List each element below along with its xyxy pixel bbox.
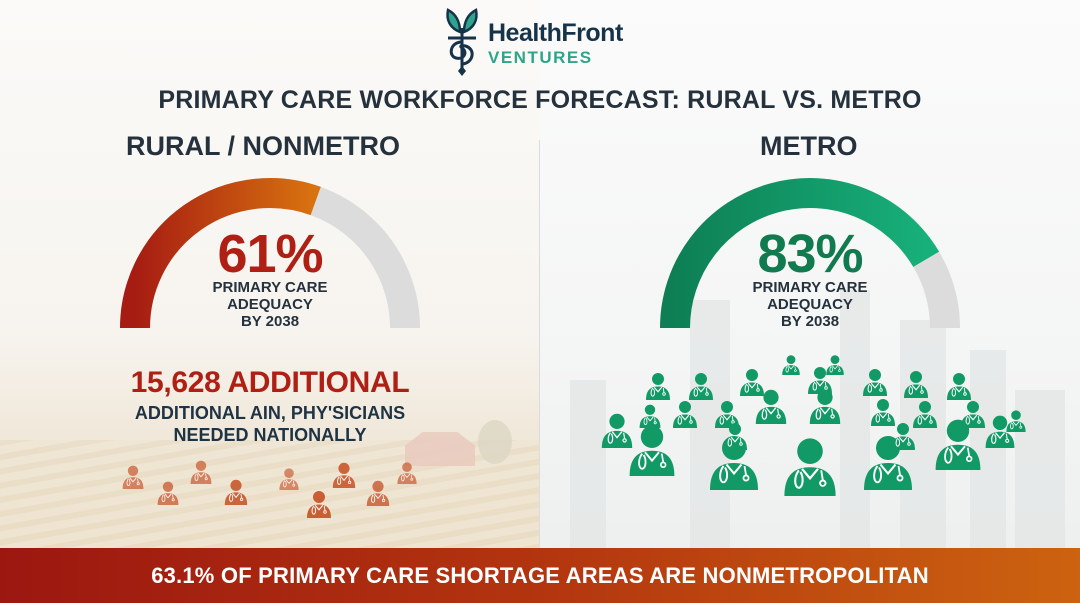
brand-name: HealthFront <box>488 18 623 47</box>
doctor-icon <box>364 478 392 506</box>
metro-gauge-arc <box>660 178 960 329</box>
doctor-icon <box>752 386 790 424</box>
doctor-icon <box>1004 408 1028 432</box>
doctor-icon <box>720 420 750 450</box>
doctor-icon <box>598 410 636 448</box>
rural-background <box>0 0 540 603</box>
building <box>570 380 606 550</box>
doctor-icon <box>858 430 918 490</box>
rural-gauge-value: 61% <box>217 224 323 284</box>
doctor-icon <box>901 368 931 398</box>
rural-physicians-needed: 15,628 ADDITIONAL <box>130 366 410 399</box>
rural-physicians-caption: ADDITIONAL AIN, PHY'SICIANS NEEDED NATIO… <box>100 402 440 446</box>
building <box>970 350 1006 550</box>
doctor-icon <box>120 463 146 489</box>
rural-heading: RURAL / NONMETRO <box>126 131 400 161</box>
doctor-icon <box>860 366 890 396</box>
rural-adequacy-gauge: 61% PRIMARY CARE ADEQUACY BY 2038 <box>115 168 425 330</box>
building <box>1015 390 1065 550</box>
doctor-icon <box>395 460 419 484</box>
gauge-label-line: ADEQUACY <box>767 296 853 313</box>
doctor-icon <box>737 366 767 396</box>
doctor-icon <box>155 479 181 505</box>
brand-subtitle: VENTURES <box>488 47 593 67</box>
doctor-icon <box>944 370 974 400</box>
doctor-icon <box>188 458 214 484</box>
rural-gauge-arc <box>120 178 420 329</box>
doctor-icon <box>778 432 842 496</box>
tree-illustration <box>478 420 512 464</box>
doctor-icon <box>222 477 250 505</box>
banner-text: 63.1% OF PRIMARY CARE SHORTAGE AREAS ARE… <box>151 562 929 588</box>
metro-heading: METRO <box>760 131 858 161</box>
doctor-icon <box>930 414 986 470</box>
doctor-icon <box>910 398 940 428</box>
brand-logo: HealthFront VENTURES <box>442 8 623 78</box>
page-title: PRIMARY CARE WORKFORCE FORECAST: RURAL V… <box>158 86 922 114</box>
doctor-icon <box>824 353 846 375</box>
barn-illustration <box>405 432 475 466</box>
building <box>900 320 946 550</box>
gauge-label-line: BY 2038 <box>780 313 840 330</box>
gauge-label-line: ADEQUACY <box>227 296 313 313</box>
doctor-icon <box>670 398 700 428</box>
doctor-icon <box>982 412 1018 448</box>
doctor-icon <box>780 353 802 375</box>
gauge-label-line: PRIMARY CARE <box>212 279 328 296</box>
doctor-icon <box>277 466 301 490</box>
caption-line: NEEDED NATIONALLY <box>173 425 367 445</box>
metro-gauge-label: PRIMARY CARE ADEQUACY BY 2038 <box>655 279 965 330</box>
doctor-icon <box>330 460 358 488</box>
doctor-icon <box>888 420 918 450</box>
section-divider <box>539 140 540 545</box>
doctor-icon <box>806 386 844 424</box>
doctor-icon <box>805 364 835 394</box>
doctor-icon <box>637 402 663 428</box>
bottom-banner: 63.1% OF PRIMARY CARE SHORTAGE AREAS ARE… <box>0 548 1080 603</box>
caduceus-logo-icon <box>446 8 478 76</box>
doctor-icon <box>624 420 680 476</box>
doctor-icon <box>304 488 334 518</box>
doctor-icon <box>958 398 988 428</box>
metro-gauge-value: 83% <box>757 224 863 284</box>
gauge-label-line: BY 2038 <box>240 313 300 330</box>
doctor-icon <box>868 396 898 426</box>
metro-adequacy-gauge: 83% PRIMARY CARE ADEQUACY BY 2038 <box>655 168 965 330</box>
gauge-label-line: PRIMARY CARE <box>752 279 868 296</box>
building <box>840 290 870 550</box>
rural-gauge-label: PRIMARY CARE ADEQUACY BY 2038 <box>115 279 425 330</box>
caption-line: ADDITIONAL AIN, PHY'SICIANS <box>134 403 406 423</box>
doctor-icon <box>643 370 673 400</box>
doctor-icon <box>686 370 716 400</box>
metro-background <box>540 0 1080 603</box>
